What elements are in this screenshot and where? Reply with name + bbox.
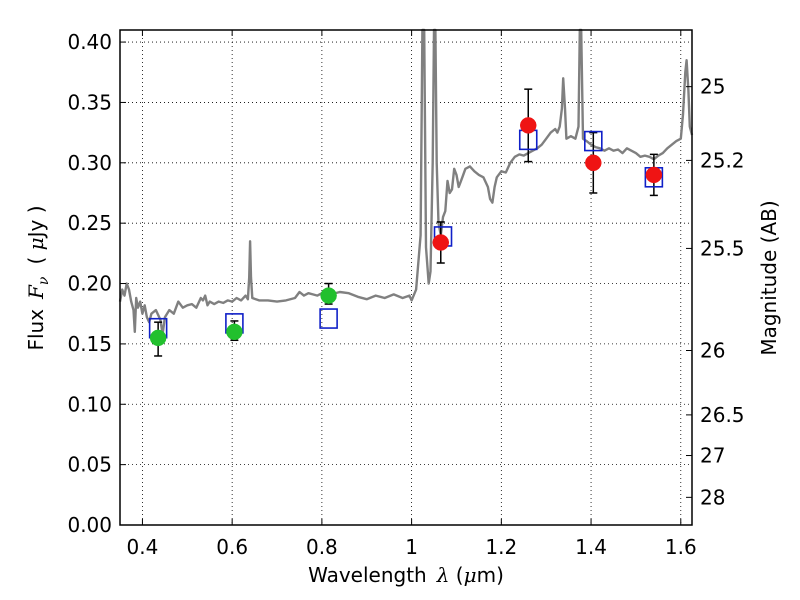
y-tick-label: 0.10 <box>67 392 112 416</box>
x-axis-label: Wavelength λ (μm) <box>308 563 504 587</box>
mag-tick-label: 26.5 <box>700 403 745 427</box>
y-axis-flux-subscript: ν <box>36 276 52 285</box>
x-tick-label: 1.2 <box>485 535 517 559</box>
plot-frame <box>119 29 693 526</box>
mag-tick-label: 25.2 <box>700 148 745 172</box>
y-tick-label: 0.15 <box>67 332 112 356</box>
x-axis-unit-mu: μ <box>464 563 477 587</box>
sed-model-line <box>118 28 694 336</box>
y-axis-flux-symbol: F <box>24 284 48 300</box>
nir-photometry-point <box>432 234 450 251</box>
x-tick-label: 0.4 <box>127 535 159 559</box>
y2-axis-label: Magnitude (AB) <box>757 200 781 355</box>
y-tick-label: 0.40 <box>67 30 112 54</box>
model-photometry-square <box>319 308 338 329</box>
y-tick-label: 0.35 <box>67 90 112 114</box>
y-axis-label-prefix: Flux <box>24 309 48 351</box>
x-axis-unit-open: ( <box>449 563 463 587</box>
sed-model-curve <box>118 28 694 336</box>
x-tick-label: 1 <box>405 535 418 559</box>
model-photometry-square <box>584 130 603 152</box>
y-tick-label: 0.00 <box>67 513 112 537</box>
y-tick-label: 0.20 <box>67 272 112 296</box>
y-tick-label: 0.25 <box>67 211 112 235</box>
y-axis-unit-open: ( <box>24 250 48 264</box>
photometry-points <box>149 117 663 347</box>
mag-tick-label: 28 <box>700 485 725 509</box>
x-axis-lambda-symbol: λ <box>436 563 450 587</box>
nir-photometry-point <box>645 166 663 184</box>
nir-photometry-point <box>585 154 602 172</box>
mag-tick-label: 25.5 <box>700 236 745 260</box>
x-tick-label: 1.6 <box>665 535 697 559</box>
mag-tick-label: 25 <box>700 75 725 99</box>
mag-tick-label: 26 <box>700 338 725 362</box>
x-tick-label: 0.8 <box>306 535 338 559</box>
optical-photometry-point <box>320 287 337 304</box>
optical-photometry-point <box>226 323 243 341</box>
x-tick-label: 1.4 <box>575 535 607 559</box>
y-tick-label: 0.05 <box>67 453 112 477</box>
x-axis-label-prefix: Wavelength <box>308 563 427 587</box>
tick-labels: 0.4 0.6 0.8 1 1.2 1.4 1.6 0.00 0.05 0.10 0.15 0.20 0… <box>67 30 744 559</box>
mag-tick-label: 27 <box>700 444 725 468</box>
nir-photometry-point <box>520 117 537 134</box>
grid-lines <box>120 30 692 526</box>
axis-ticks <box>120 30 692 526</box>
x-tick-label: 0.6 <box>216 535 248 559</box>
y-tick-label: 0.30 <box>67 151 112 175</box>
x-axis-unit-rest: m) <box>477 563 504 587</box>
y-axis-unit-rest: Jy ) <box>24 205 48 239</box>
y-axis-label: Flux Fν ( μJy ) <box>24 205 52 350</box>
optical-photometry-point <box>149 329 167 347</box>
y-axis-unit-mu: μ <box>24 237 48 250</box>
